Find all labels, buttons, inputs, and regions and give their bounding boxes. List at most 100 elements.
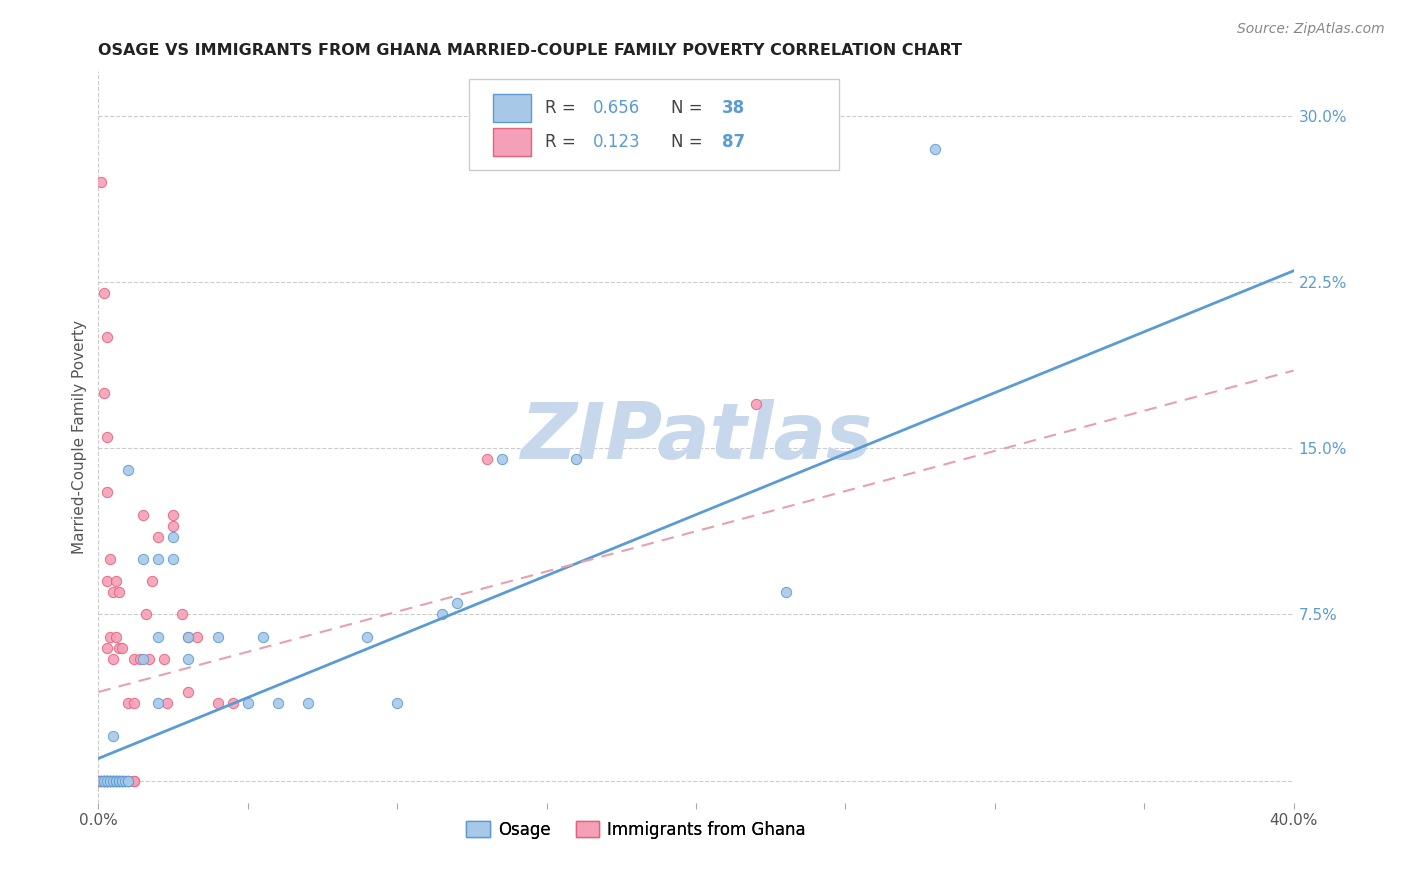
Point	[117, 773, 139, 788]
Point	[117, 696, 139, 710]
Point	[148, 530, 170, 544]
Point	[98, 773, 122, 788]
Point	[207, 696, 229, 710]
Point	[93, 385, 115, 400]
Point	[90, 773, 112, 788]
Point	[475, 452, 498, 467]
Point	[98, 773, 122, 788]
Y-axis label: Married-Couple Family Poverty: Married-Couple Family Poverty	[72, 320, 87, 554]
Point	[565, 452, 588, 467]
Point	[105, 773, 128, 788]
Point	[98, 630, 122, 644]
Point	[105, 773, 128, 788]
Point	[153, 651, 176, 665]
Point	[98, 773, 122, 788]
Point	[98, 773, 122, 788]
Point	[162, 508, 184, 522]
Point	[93, 773, 115, 788]
Point	[924, 142, 946, 156]
Text: OSAGE VS IMMIGRANTS FROM GHANA MARRIED-COUPLE FAMILY POVERTY CORRELATION CHART: OSAGE VS IMMIGRANTS FROM GHANA MARRIED-C…	[98, 43, 963, 58]
FancyBboxPatch shape	[470, 78, 839, 170]
Point	[90, 773, 112, 788]
Point	[114, 773, 136, 788]
Text: N =: N =	[671, 133, 707, 152]
Point	[90, 175, 112, 189]
Point	[117, 773, 139, 788]
Text: R =: R =	[546, 99, 582, 117]
Text: ZIPatlas: ZIPatlas	[520, 399, 872, 475]
Point	[96, 773, 118, 788]
Point	[148, 630, 170, 644]
Point	[98, 773, 122, 788]
Point	[177, 685, 200, 699]
Point	[96, 773, 118, 788]
Point	[177, 630, 200, 644]
Point	[138, 651, 160, 665]
Text: N =: N =	[671, 99, 707, 117]
Point	[87, 773, 110, 788]
Point	[267, 696, 290, 710]
Point	[90, 773, 112, 788]
Text: 0.123: 0.123	[593, 133, 641, 152]
Point	[93, 773, 115, 788]
Point	[96, 574, 118, 589]
Point	[93, 285, 115, 300]
Point	[111, 773, 134, 788]
Point	[108, 773, 131, 788]
Point	[105, 773, 128, 788]
Point	[87, 773, 110, 788]
Point	[162, 552, 184, 566]
Point	[96, 773, 118, 788]
Point	[148, 696, 170, 710]
Point	[172, 607, 194, 622]
Point	[103, 651, 125, 665]
Point	[111, 773, 134, 788]
Point	[93, 773, 115, 788]
Point	[446, 596, 468, 610]
Point	[162, 530, 184, 544]
Point	[105, 773, 128, 788]
Point	[141, 574, 163, 589]
Point	[93, 773, 115, 788]
Point	[117, 773, 139, 788]
Point	[156, 696, 179, 710]
Point	[105, 773, 128, 788]
Point	[117, 463, 139, 477]
Point	[148, 552, 170, 566]
Point	[775, 585, 797, 599]
Point	[114, 773, 136, 788]
Point	[177, 630, 200, 644]
Point	[103, 773, 125, 788]
Point	[129, 651, 152, 665]
Point	[356, 630, 378, 644]
Point	[90, 773, 112, 788]
Point	[98, 552, 122, 566]
Point	[87, 773, 110, 788]
Point	[93, 773, 115, 788]
Point	[87, 773, 110, 788]
Point	[96, 773, 118, 788]
Text: R =: R =	[546, 133, 582, 152]
Point	[124, 773, 146, 788]
Point	[103, 773, 125, 788]
Point	[103, 585, 125, 599]
Point	[96, 773, 118, 788]
Point	[93, 773, 115, 788]
Point	[90, 773, 112, 788]
Point	[111, 773, 134, 788]
Point	[132, 651, 155, 665]
Point	[177, 651, 200, 665]
Point	[117, 773, 139, 788]
Point	[222, 696, 245, 710]
Point	[252, 630, 274, 644]
FancyBboxPatch shape	[494, 94, 531, 122]
Point	[111, 773, 134, 788]
Text: Source: ZipAtlas.com: Source: ZipAtlas.com	[1237, 22, 1385, 37]
Point	[105, 574, 128, 589]
Point	[108, 773, 131, 788]
Point	[124, 696, 146, 710]
Point	[135, 607, 157, 622]
Point	[132, 508, 155, 522]
FancyBboxPatch shape	[494, 128, 531, 156]
Legend: Osage, Immigrants from Ghana: Osage, Immigrants from Ghana	[460, 814, 813, 846]
